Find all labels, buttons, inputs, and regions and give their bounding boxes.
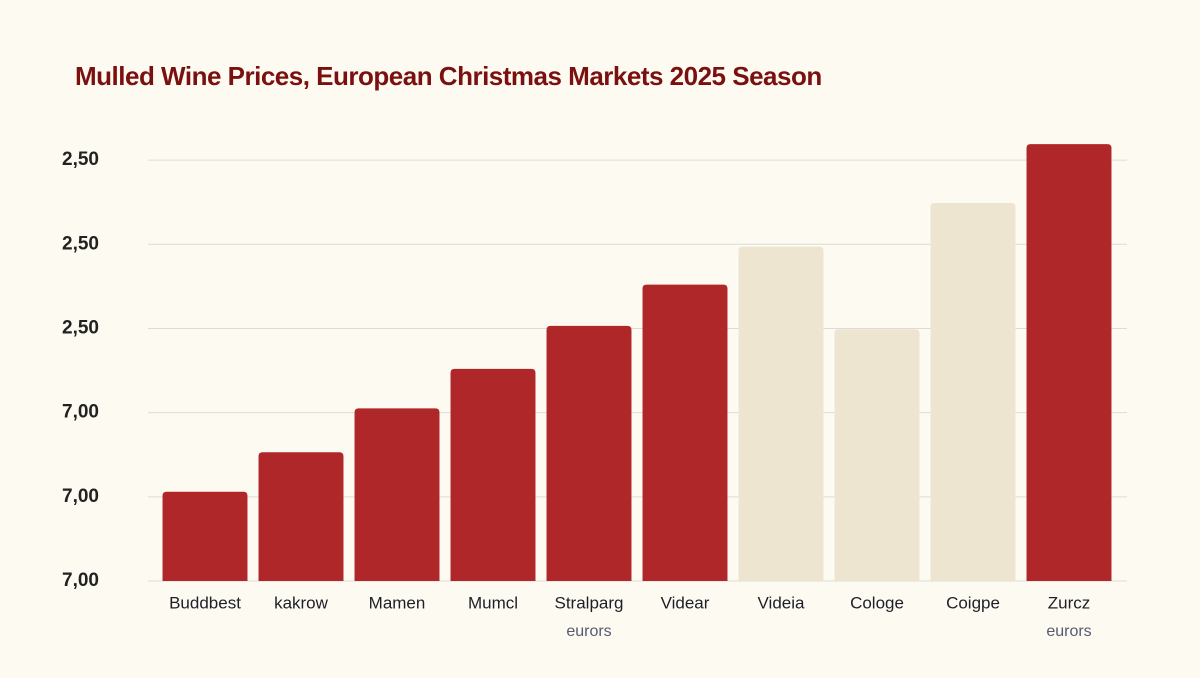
y-tick-label: 7,00 [62,402,99,423]
x-tick-label: Mamen [369,593,426,612]
y-tick-label: 2,50 [62,233,99,254]
bar [642,284,728,581]
bar [258,452,344,581]
bar [354,408,440,581]
y-tick-label: 7,00 [62,570,99,591]
x-tick-label: Stralparg [555,593,624,612]
bar [834,329,920,581]
x-tick-label: Zurcz [1048,593,1091,612]
bar [1026,144,1112,581]
bar [738,246,824,581]
x-sublabel: eurors [1046,623,1091,640]
bar [162,491,248,581]
x-tick-label: Coigpe [946,593,1000,612]
x-tick-label: Videar [661,593,710,612]
x-tick-label: Videia [758,593,805,612]
y-tick-label: 7,00 [62,486,99,507]
bar [546,325,632,581]
x-tick-label: Mumcl [468,593,518,612]
x-tick-label: Buddbest [169,593,241,612]
bar [930,203,1016,582]
y-tick-label: 2,50 [62,149,99,170]
bar [450,368,536,581]
chart-title: Mulled Wine Prices, European Christmas M… [75,61,822,91]
x-tick-label: Cologe [850,593,904,612]
x-tick-label: kakrow [274,593,329,612]
x-sublabel: eurors [566,623,611,640]
y-tick-label: 2,50 [62,317,99,338]
